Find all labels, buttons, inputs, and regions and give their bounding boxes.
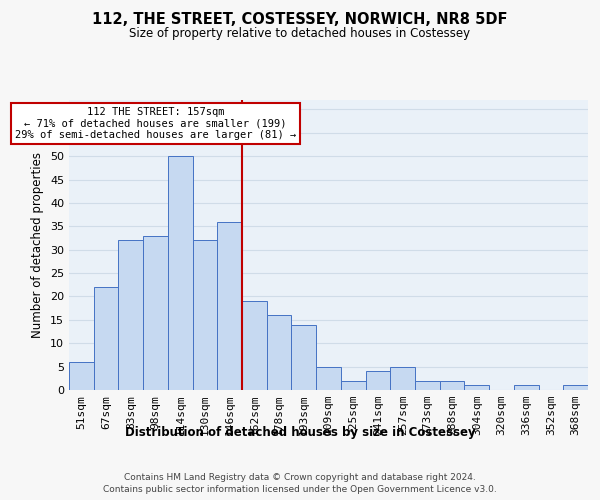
Bar xyxy=(118,240,143,390)
Text: Contains HM Land Registry data © Crown copyright and database right 2024.: Contains HM Land Registry data © Crown c… xyxy=(124,473,476,482)
Bar xyxy=(563,386,588,390)
Y-axis label: Number of detached properties: Number of detached properties xyxy=(31,152,44,338)
Bar xyxy=(168,156,193,390)
Bar xyxy=(514,386,539,390)
Bar xyxy=(94,287,118,390)
Bar xyxy=(143,236,168,390)
Bar xyxy=(341,380,365,390)
Text: Contains public sector information licensed under the Open Government Licence v3: Contains public sector information licen… xyxy=(103,486,497,494)
Bar xyxy=(242,301,267,390)
Bar xyxy=(365,372,390,390)
Bar xyxy=(217,222,242,390)
Bar xyxy=(464,386,489,390)
Text: Distribution of detached houses by size in Costessey: Distribution of detached houses by size … xyxy=(125,426,475,439)
Bar xyxy=(390,366,415,390)
Text: 112, THE STREET, COSTESSEY, NORWICH, NR8 5DF: 112, THE STREET, COSTESSEY, NORWICH, NR8… xyxy=(92,12,508,28)
Bar xyxy=(440,380,464,390)
Bar xyxy=(316,366,341,390)
Bar xyxy=(267,315,292,390)
Text: 112 THE STREET: 157sqm
← 71% of detached houses are smaller (199)
29% of semi-de: 112 THE STREET: 157sqm ← 71% of detached… xyxy=(15,107,296,140)
Text: Size of property relative to detached houses in Costessey: Size of property relative to detached ho… xyxy=(130,28,470,40)
Bar xyxy=(69,362,94,390)
Bar xyxy=(415,380,440,390)
Bar xyxy=(193,240,217,390)
Bar xyxy=(292,324,316,390)
